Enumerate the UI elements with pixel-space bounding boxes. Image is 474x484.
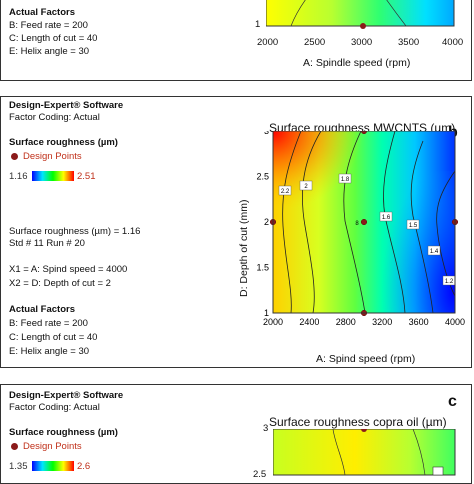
factor-coding: Factor Coding: Actual: [9, 112, 100, 123]
x-tick-label: 3600: [409, 317, 429, 327]
contour-label-box: [338, 173, 352, 184]
factor-line: B: Feed rate = 200: [9, 20, 88, 31]
color-legend-bar: [32, 171, 74, 181]
x-axis-title: A: Spind speed (rpm): [316, 353, 416, 365]
contour-label: 2.2: [281, 189, 290, 195]
x-tick-label: 2400: [299, 317, 319, 327]
design-point: [360, 218, 368, 226]
legend-min: 1.35: [9, 461, 28, 472]
x-tick: 3500: [398, 37, 420, 48]
x-tick-label: 3200: [372, 317, 392, 327]
factor-line: B: Feed rate = 200: [9, 318, 88, 329]
chart-title: Surface roughness copra oil (µm): [269, 415, 447, 429]
y-tick-label: 2: [264, 217, 269, 227]
contour-label-box: [379, 211, 393, 222]
design-points-label: Design Points: [23, 151, 82, 162]
factor-line: E: Helix angle = 30: [9, 346, 90, 357]
panel-c: Design-Expert® Software Factor Coding: A…: [0, 384, 472, 484]
y-tick-label: 2.5: [256, 172, 269, 182]
response-title: Surface roughness (µm): [9, 427, 118, 438]
panel-letter: c: [448, 393, 457, 410]
contour-label: 1.6: [382, 215, 391, 221]
factor-line: C: Length of cut = 40: [9, 33, 98, 44]
y-tick: 2.5: [253, 469, 267, 480]
contour-plot: 2.2 2 1.8 1.6 1.5 1.4 1.2 8 2000 2400 2800 3200 36…: [256, 131, 465, 327]
x1-value: X1 = A: Spind speed = 4000: [9, 264, 128, 275]
contour-label-box: [278, 185, 292, 196]
x-axis-title: A: Spindle speed (rpm): [303, 57, 411, 69]
design-points-label: Design Points: [23, 441, 82, 452]
x-tick: 2000: [257, 37, 279, 48]
x-tick: 4000: [442, 37, 464, 48]
legend-max: 2.51: [77, 171, 96, 182]
y-tick-label: 1.5: [256, 263, 269, 273]
contour-label: 1.2: [445, 279, 454, 285]
contour-label-box: [406, 219, 420, 230]
y-tick-label: 1: [264, 308, 269, 318]
response-title: Surface roughness (µm): [9, 137, 118, 148]
contour-label-box: [427, 245, 441, 256]
y-axis-title: D: Depth of cut (mm): [238, 199, 250, 297]
x-tick-label: 2000: [263, 317, 283, 327]
contour-label: 2: [304, 184, 308, 190]
color-legend-bar: [32, 461, 74, 471]
design-point-marker: [11, 153, 18, 160]
y-tick: 1: [255, 19, 261, 30]
contour-label-box: [299, 180, 313, 191]
design-point-count: 8: [355, 221, 359, 227]
legend-max: 2.6: [77, 461, 91, 472]
panel-a: Actual Factors B: Feed rate = 200 C: Len…: [0, 0, 472, 81]
contour-label: 1.5: [409, 223, 418, 229]
actual-factors-title: Actual Factors: [9, 7, 75, 18]
design-point: [360, 131, 368, 135]
x-tick: 2500: [304, 37, 326, 48]
actual-factors-title: Actual Factors: [9, 304, 75, 315]
x-tick-label: 2800: [336, 317, 356, 327]
panel-c-plot: [273, 429, 456, 476]
x-tick: 3000: [351, 37, 373, 48]
x2-value: X2 = D: Depth of cut = 2: [9, 278, 111, 289]
software-name: Design-Expert® Software: [9, 100, 124, 111]
design-point: [361, 429, 367, 432]
panel-b: Design-Expert® Software Factor Coding: A…: [0, 96, 472, 368]
factor-line: C: Length of cut = 40: [9, 332, 98, 343]
sr-value: Surface roughness (µm) = 1.16: [9, 226, 141, 237]
x-tick-label: 4000: [445, 317, 465, 327]
legend-min: 1.16: [9, 171, 28, 182]
software-name: Design-Expert® Software: [9, 390, 124, 401]
y-tick-label: 3: [264, 131, 269, 136]
panel-a-plot: [266, 0, 455, 29]
factor-coding: Factor Coding: Actual: [9, 402, 100, 413]
y-tick: 3: [263, 423, 269, 434]
design-point-marker: [11, 443, 18, 450]
factor-line: E: Helix angle = 30: [9, 46, 90, 57]
contour-label: 1.8: [341, 177, 350, 183]
std-run: Std # 11 Run # 20: [9, 238, 85, 249]
design-point: [360, 23, 366, 29]
contour-label: 1.4: [430, 249, 439, 255]
